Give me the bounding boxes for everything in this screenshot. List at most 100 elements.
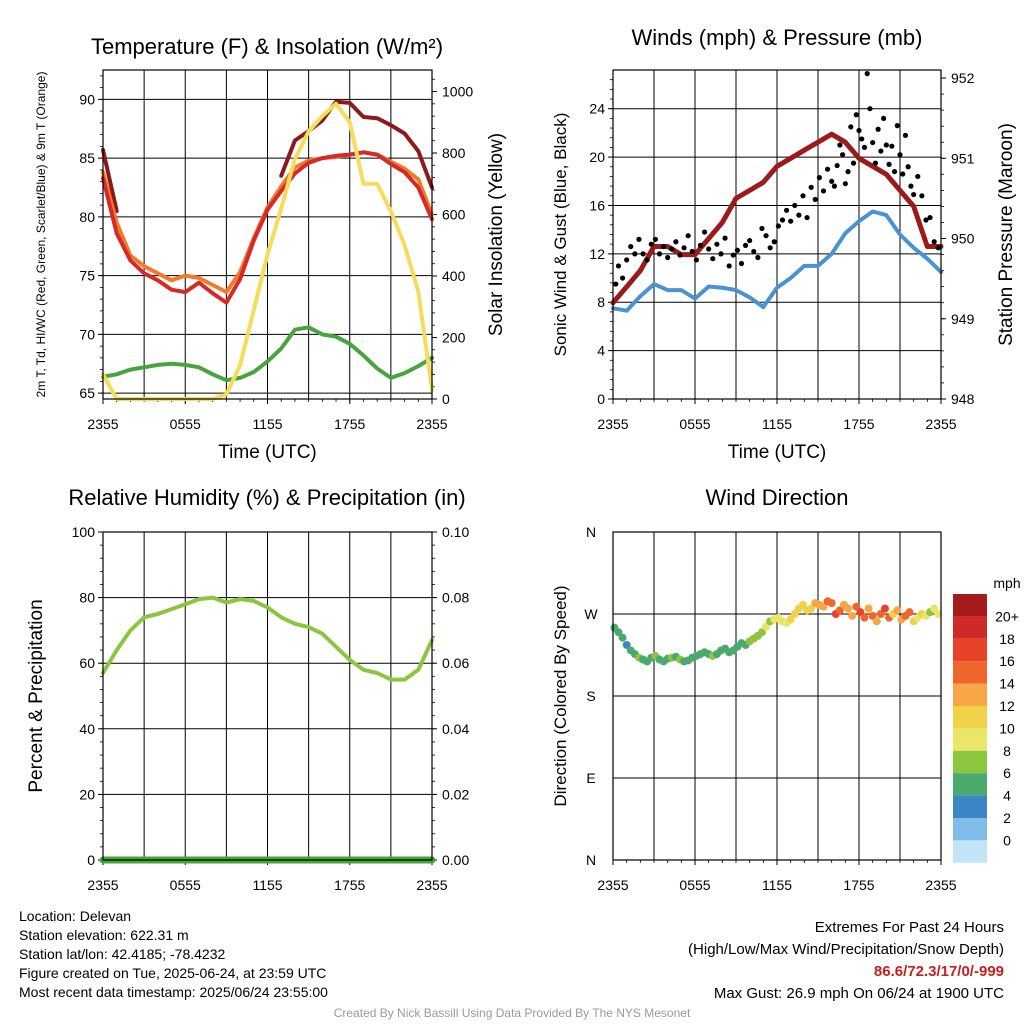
legend-label: 0 bbox=[1003, 832, 1011, 848]
gust-point bbox=[632, 251, 638, 257]
gust-point bbox=[894, 123, 900, 129]
extremes-values: 86.6/72.3/17/0/-999 bbox=[873, 963, 1004, 980]
recent-text: Most recent data timestamp: 2025/06/24 2… bbox=[19, 984, 328, 1000]
gust-point bbox=[927, 214, 933, 221]
gust-point bbox=[816, 175, 822, 181]
y-tick-label: 40 bbox=[79, 721, 95, 737]
panel-2 bbox=[608, 69, 946, 404]
gust-point bbox=[897, 152, 903, 158]
y-tick-label: 0 bbox=[597, 391, 605, 407]
series-line-2 bbox=[610, 131, 944, 306]
gust-point bbox=[845, 169, 851, 175]
y-right-tick-label: 0.04 bbox=[442, 721, 469, 737]
gust-point bbox=[831, 183, 838, 189]
gust-point bbox=[808, 184, 814, 190]
y-right-tick-label: 600 bbox=[442, 207, 466, 223]
gust-point bbox=[908, 183, 914, 189]
direction-point bbox=[757, 628, 766, 637]
x-tick-label: 1755 bbox=[334, 877, 365, 893]
y-right-axis-label: Solar Insolation (Yellow) bbox=[486, 133, 507, 336]
gust-point bbox=[697, 242, 704, 248]
gust-point bbox=[872, 160, 879, 166]
legend-label: 8 bbox=[1003, 743, 1011, 759]
y-axis-label: 2m T, Td, HI/WC (Red, Green, Scarlet/Blu… bbox=[34, 72, 48, 398]
gust-point bbox=[628, 243, 634, 250]
legend-swatch bbox=[953, 706, 987, 729]
y-tick-label: 4 bbox=[597, 343, 605, 359]
gust-point bbox=[685, 233, 691, 239]
y-tick-label: N bbox=[586, 852, 596, 868]
y-axis-label: Direction (Colored By Speed) bbox=[551, 585, 570, 806]
y-tick-label: 85 bbox=[79, 150, 95, 166]
y-right-tick-label: 950 bbox=[951, 231, 975, 247]
gust-point bbox=[792, 202, 798, 209]
y-tick-label: 90 bbox=[79, 91, 95, 107]
gust-point bbox=[738, 260, 745, 267]
direction-point bbox=[819, 602, 828, 611]
y-tick-label: 65 bbox=[79, 385, 95, 401]
gust-point bbox=[673, 239, 679, 245]
y-right-axis-label: Station Pressure (Maroon) bbox=[996, 123, 1017, 346]
direction-point bbox=[893, 606, 902, 615]
x-tick-label: 1755 bbox=[843, 877, 874, 893]
x-tick-label: 2355 bbox=[416, 877, 447, 893]
extremes-title: Extremes For Past 24 Hours bbox=[814, 919, 1004, 936]
y-tick-label: 60 bbox=[79, 655, 95, 671]
direction-point bbox=[844, 604, 853, 613]
gust-point bbox=[840, 152, 846, 158]
gust-point bbox=[923, 217, 929, 223]
direction-point bbox=[618, 633, 627, 642]
gust-point bbox=[891, 169, 898, 175]
gust-point bbox=[804, 214, 810, 221]
gust-point bbox=[660, 243, 667, 250]
gust-point bbox=[742, 242, 749, 248]
y-right-tick-label: 951 bbox=[951, 150, 975, 166]
x-tick-label: 2355 bbox=[416, 416, 447, 432]
y-tick-label: 16 bbox=[589, 197, 605, 213]
plot-frame bbox=[102, 531, 433, 861]
direction-point bbox=[872, 617, 881, 626]
y-right-tick-label: 0.02 bbox=[442, 786, 469, 802]
direction-point bbox=[786, 615, 795, 624]
y-tick-label: 0 bbox=[87, 852, 95, 868]
gust-point bbox=[619, 275, 626, 281]
y-tick-label: N bbox=[586, 524, 596, 540]
direction-point bbox=[798, 600, 807, 609]
gust-point bbox=[689, 248, 695, 255]
gust-point bbox=[669, 246, 675, 252]
y-tick-label: 20 bbox=[79, 786, 95, 802]
gust-point bbox=[861, 144, 868, 151]
gust-point bbox=[820, 188, 827, 194]
direction-point bbox=[934, 610, 943, 618]
legend-swatch bbox=[953, 818, 987, 841]
gust-point bbox=[710, 256, 716, 262]
gust-point bbox=[800, 193, 806, 199]
legend-swatch bbox=[953, 773, 987, 796]
series-line-4 bbox=[101, 325, 434, 383]
panel-3 bbox=[98, 531, 437, 865]
legend-swatch bbox=[953, 616, 987, 639]
gust-point bbox=[734, 247, 740, 253]
gust-point bbox=[875, 126, 881, 132]
gust-point bbox=[788, 218, 794, 224]
y-right-tick-label: 200 bbox=[442, 330, 466, 346]
gust-point bbox=[870, 139, 876, 146]
legend-label: 18 bbox=[999, 631, 1015, 647]
direction-point bbox=[868, 611, 877, 620]
legend-swatch bbox=[953, 594, 987, 617]
x-tick-label: 2355 bbox=[597, 416, 628, 432]
gust-point bbox=[902, 132, 909, 138]
direction-point bbox=[790, 610, 799, 618]
legend-swatch bbox=[953, 840, 987, 863]
panel-1 bbox=[98, 69, 437, 404]
legend-swatch bbox=[953, 661, 987, 684]
gust-point bbox=[726, 263, 732, 269]
gust-point bbox=[881, 115, 887, 121]
direction-point bbox=[848, 611, 857, 620]
legend-label: 10 bbox=[999, 720, 1015, 736]
gust-point bbox=[834, 162, 840, 169]
legend-label: 6 bbox=[1003, 765, 1011, 781]
y-tick-label: E bbox=[586, 770, 595, 786]
direction-point bbox=[880, 604, 889, 613]
